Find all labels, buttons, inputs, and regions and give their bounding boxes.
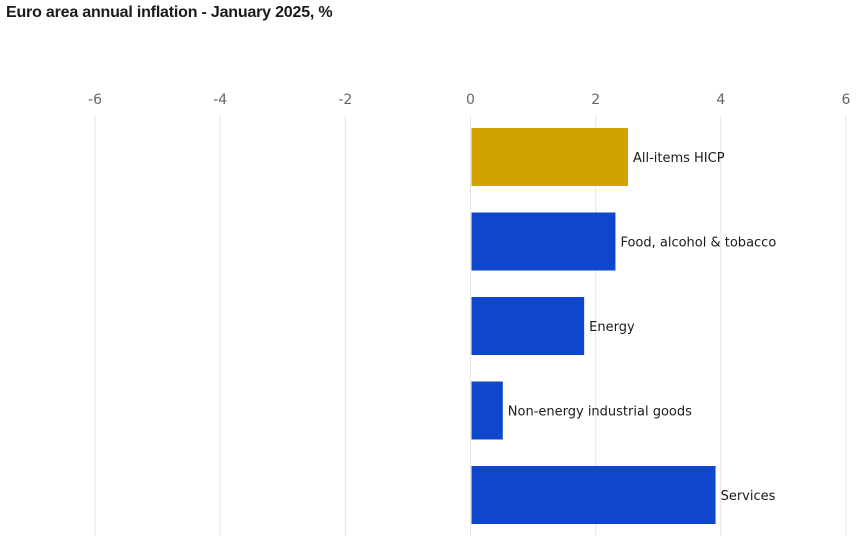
x-tick-label: 6 [842, 92, 851, 108]
bar [471, 297, 585, 355]
bar [471, 466, 716, 524]
bar [471, 212, 616, 271]
category-label: Non-energy industrial goods [508, 405, 692, 420]
x-tick-label: -6 [88, 92, 102, 108]
category-label: Services [721, 489, 776, 504]
category-label: Energy [589, 320, 635, 335]
bars [471, 128, 716, 524]
x-tick-label: 4 [716, 92, 725, 108]
x-tick-label: -2 [338, 92, 352, 108]
chart-title: Euro area annual inflation - January 202… [6, 4, 333, 21]
category-label: Food, alcohol & tobacco [620, 236, 776, 251]
bar-labels: All-items HICP Food, alcohol & tobacco Ene… [508, 151, 777, 504]
x-axis-ticks: -6 -4 -2 0 2 4 6 [88, 92, 851, 108]
bar [471, 128, 628, 186]
x-tick-label: 0 [466, 92, 475, 108]
grid-lines [94, 116, 847, 536]
bar [471, 381, 503, 440]
x-tick-label: -4 [213, 92, 227, 108]
category-label: All-items HICP [633, 151, 725, 166]
x-tick-label: 2 [591, 92, 600, 108]
